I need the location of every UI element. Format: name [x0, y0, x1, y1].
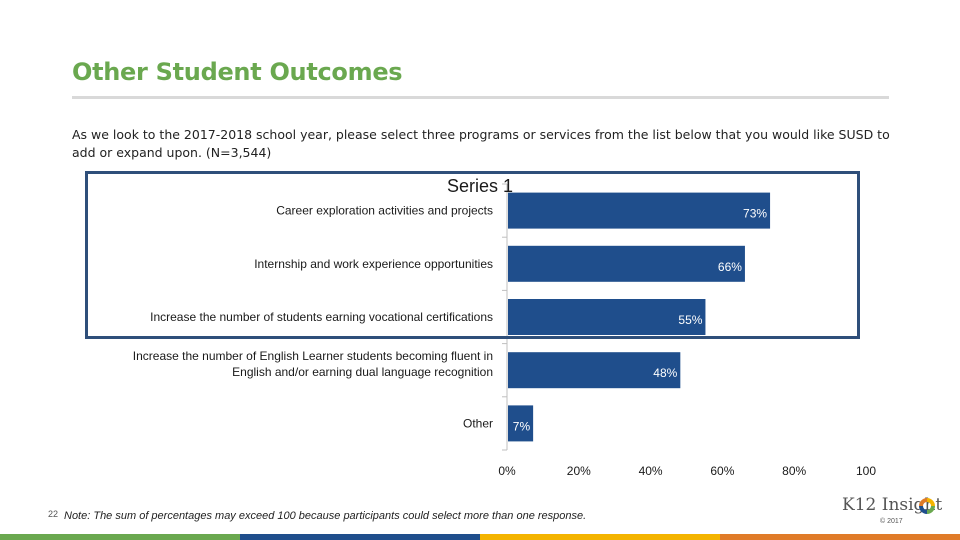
- question-text: As we look to the 2017-2018 school year,…: [72, 127, 890, 160]
- logo-icon: [919, 498, 935, 514]
- footnote: Note: The sum of percentages may exceed …: [64, 510, 587, 522]
- data-label: 48%: [653, 366, 677, 380]
- series-label: Series 1: [447, 176, 513, 196]
- copyright: © 2017: [880, 518, 903, 525]
- data-label: 55%: [678, 313, 702, 327]
- logo-text: K12 Insight: [842, 495, 943, 515]
- category-label: Increase the number of students earning …: [150, 310, 493, 324]
- footer-segment: [480, 534, 720, 540]
- category-label: English and/or earning dual language rec…: [232, 365, 493, 379]
- category-label: Internship and work experience opportuni…: [254, 257, 493, 271]
- bar: [508, 352, 681, 389]
- x-tick-label: 80%: [782, 464, 806, 478]
- data-label: 73%: [743, 207, 767, 221]
- category-label: Other: [463, 416, 493, 430]
- bar: [508, 299, 706, 335]
- footer-segment: [720, 534, 960, 540]
- footer-color-bar: [0, 534, 960, 540]
- bar: [508, 245, 745, 282]
- x-tick-label: 20%: [567, 464, 591, 478]
- x-tick-label: 0%: [498, 464, 516, 478]
- bar: [508, 192, 771, 229]
- page-number: 22: [48, 509, 59, 519]
- category-label: Career exploration activities and projec…: [276, 204, 493, 218]
- page-title: Other Student Outcomes: [72, 58, 403, 86]
- x-tick-label: 100: [856, 464, 876, 478]
- highlight-box: [85, 171, 860, 339]
- x-tick-label: 60%: [710, 464, 734, 478]
- x-tick-label: 40%: [639, 464, 663, 478]
- footer-segment: [0, 534, 240, 540]
- footer-segment: [240, 534, 480, 540]
- title-divider: [72, 96, 889, 99]
- bar: [508, 405, 534, 442]
- data-label: 7%: [513, 419, 531, 433]
- category-label: Increase the number of English Learner s…: [133, 349, 493, 363]
- data-label: 66%: [718, 260, 742, 274]
